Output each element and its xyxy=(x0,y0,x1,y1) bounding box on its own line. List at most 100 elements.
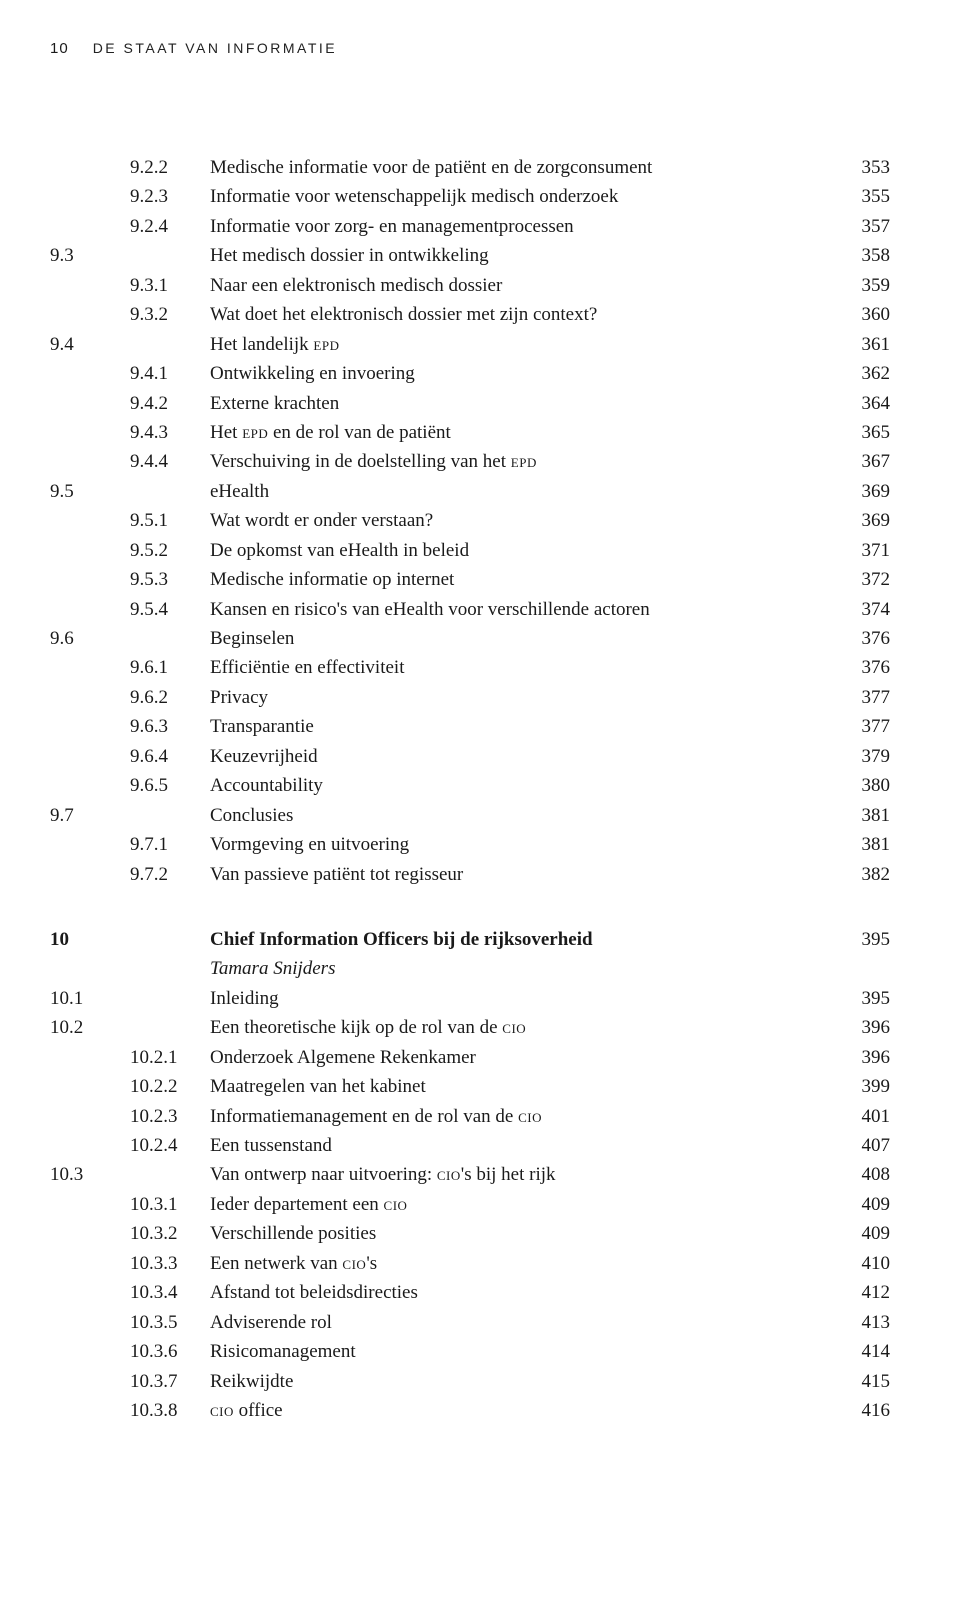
toc-title: Reikwijdte xyxy=(210,1367,830,1396)
toc-row: 10.2.2Maatregelen van het kabinet399 xyxy=(50,1072,890,1101)
toc-row: 9.6.5Accountability380 xyxy=(50,771,890,800)
toc-page-number: 396 xyxy=(830,1043,890,1072)
toc-block-1: 9.2.2Medische informatie voor de patiënt… xyxy=(50,153,890,889)
toc-row: 10.3Van ontwerp naar uitvoering: cio's b… xyxy=(50,1160,890,1189)
toc-subsection-number: 9.7.2 xyxy=(130,860,210,889)
toc-page-number: 412 xyxy=(830,1278,890,1307)
toc-title: Ieder departement een cio xyxy=(210,1190,830,1219)
toc-page-number: 408 xyxy=(830,1160,890,1189)
toc-title: Beginselen xyxy=(210,624,830,653)
toc-title: Ontwikkeling en invoering xyxy=(210,359,830,388)
toc-subsection-number: 10.3.5 xyxy=(130,1308,210,1337)
toc-title: Externe krachten xyxy=(210,389,830,418)
toc-subsection-number: 9.5.2 xyxy=(130,536,210,565)
toc-page-number: 416 xyxy=(830,1396,890,1425)
toc-title: Accountability xyxy=(210,771,830,800)
toc-page-number: 372 xyxy=(830,565,890,594)
toc-page-number: 361 xyxy=(830,330,890,359)
toc-title: Transparantie xyxy=(210,712,830,741)
toc-row: 9.5.4Kansen en risico's van eHealth voor… xyxy=(50,595,890,624)
toc-subsection-number: 10.3.2 xyxy=(130,1219,210,1248)
toc-page-number: 377 xyxy=(830,712,890,741)
toc-row: 10.2.4Een tussenstand407 xyxy=(50,1131,890,1160)
toc-title: De opkomst van eHealth in beleid xyxy=(210,536,830,565)
toc-section-number: 9.4 xyxy=(50,330,130,359)
toc-row: 10.3.2Verschillende posities409 xyxy=(50,1219,890,1248)
toc-section-number: 10 xyxy=(50,925,130,954)
toc-title: Medische informatie voor de patiënt en d… xyxy=(210,153,830,182)
toc-subsection-number: 10.3.6 xyxy=(130,1337,210,1366)
toc-row: 9.7Conclusies381 xyxy=(50,801,890,830)
toc-row: 10.3.8cio office416 xyxy=(50,1396,890,1425)
toc-page-number: 381 xyxy=(830,830,890,859)
toc-subsection-number: 9.6.4 xyxy=(130,742,210,771)
running-title: DE STAAT VAN INFORMATIE xyxy=(93,40,337,56)
toc-row: 10.2.3Informatiemanagement en de rol van… xyxy=(50,1102,890,1131)
toc-row: 9.3Het medisch dossier in ontwikkeling35… xyxy=(50,241,890,270)
toc-subsection-number: 9.5.4 xyxy=(130,595,210,624)
toc-row: 9.6.3Transparantie377 xyxy=(50,712,890,741)
toc-subsection-number: 10.3.3 xyxy=(130,1249,210,1278)
toc-page-number: 395 xyxy=(830,984,890,1013)
toc-page-number: 407 xyxy=(830,1131,890,1160)
toc-page-number: 367 xyxy=(830,447,890,476)
toc-title: Kansen en risico's van eHealth voor vers… xyxy=(210,595,830,624)
toc-title: Keuzevrijheid xyxy=(210,742,830,771)
toc-block-2: 10 Chief Information Officers bij de rijk… xyxy=(50,925,890,1425)
toc-page-number: 362 xyxy=(830,359,890,388)
toc-subsection-number: 9.3.1 xyxy=(130,271,210,300)
toc-row: 10.3.1Ieder departement een cio409 xyxy=(50,1190,890,1219)
toc-row: 9.5.1Wat wordt er onder verstaan?369 xyxy=(50,506,890,535)
toc-subsection-number: 9.6.3 xyxy=(130,712,210,741)
toc-page-number: 409 xyxy=(830,1219,890,1248)
toc-title: Onderzoek Algemene Rekenkamer xyxy=(210,1043,830,1072)
toc-row: 9.4.1Ontwikkeling en invoering362 xyxy=(50,359,890,388)
toc-page-number: 369 xyxy=(830,506,890,535)
toc-section-number: 9.6 xyxy=(50,624,130,653)
toc-title: Chief Information Officers bij de rijkso… xyxy=(210,925,830,954)
toc-row: 9.7.2Van passieve patiënt tot regisseur3… xyxy=(50,860,890,889)
toc-row: 9.7.1Vormgeving en uitvoering381 xyxy=(50,830,890,859)
toc-title: Wat doet het elektronisch dossier met zi… xyxy=(210,300,830,329)
toc-page-number: 379 xyxy=(830,742,890,771)
toc-subsection-number: 10.2.2 xyxy=(130,1072,210,1101)
toc-page-number: 382 xyxy=(830,860,890,889)
toc-title: Vormgeving en uitvoering xyxy=(210,830,830,859)
toc-subsection-number: 9.6.5 xyxy=(130,771,210,800)
toc-row: 9.2.3Informatie voor wetenschappelijk me… xyxy=(50,182,890,211)
toc-subsection-number: 10.2.3 xyxy=(130,1102,210,1131)
toc-section-number: 9.5 xyxy=(50,477,130,506)
toc-subsection-number: 9.5.1 xyxy=(130,506,210,535)
toc-page-number: 396 xyxy=(830,1013,890,1042)
toc-page-number: 371 xyxy=(830,536,890,565)
toc-title: Efficiëntie en effectiviteit xyxy=(210,653,830,682)
toc-page-number: 380 xyxy=(830,771,890,800)
toc-row: 9.4Het landelijk epd361 xyxy=(50,330,890,359)
toc-page-number: 415 xyxy=(830,1367,890,1396)
toc-subsection-number: 10.3.8 xyxy=(130,1396,210,1425)
toc-title: Adviserende rol xyxy=(210,1308,830,1337)
toc-subsection-number: 10.2.4 xyxy=(130,1131,210,1160)
toc-subsection-number: 9.4.3 xyxy=(130,418,210,447)
toc-page-number: 360 xyxy=(830,300,890,329)
toc-row: Tamara Snijders xyxy=(50,954,890,983)
toc-page-number: 359 xyxy=(830,271,890,300)
toc-title: Conclusies xyxy=(210,801,830,830)
toc-subsection-number: 10.3.1 xyxy=(130,1190,210,1219)
toc-subsection-number: 9.2.3 xyxy=(130,182,210,211)
toc-row: 10.2.1Onderzoek Algemene Rekenkamer396 xyxy=(50,1043,890,1072)
toc-title: Privacy xyxy=(210,683,830,712)
page-number: 10 xyxy=(50,40,69,57)
toc-row: 10.3.7Reikwijdte415 xyxy=(50,1367,890,1396)
toc-page-number: 357 xyxy=(830,212,890,241)
toc-row: 9.5eHealth369 xyxy=(50,477,890,506)
toc-row: 10.1Inleiding395 xyxy=(50,984,890,1013)
toc-title: Medische informatie op internet xyxy=(210,565,830,594)
toc-row: 10 Chief Information Officers bij de rijk… xyxy=(50,925,890,954)
toc-page-number: 410 xyxy=(830,1249,890,1278)
toc-subsection-number: 9.2.4 xyxy=(130,212,210,241)
toc-title: Een tussenstand xyxy=(210,1131,830,1160)
toc-row: 10.3.4Afstand tot beleidsdirecties412 xyxy=(50,1278,890,1307)
toc-title: Maatregelen van het kabinet xyxy=(210,1072,830,1101)
toc-page-number: 374 xyxy=(830,595,890,624)
